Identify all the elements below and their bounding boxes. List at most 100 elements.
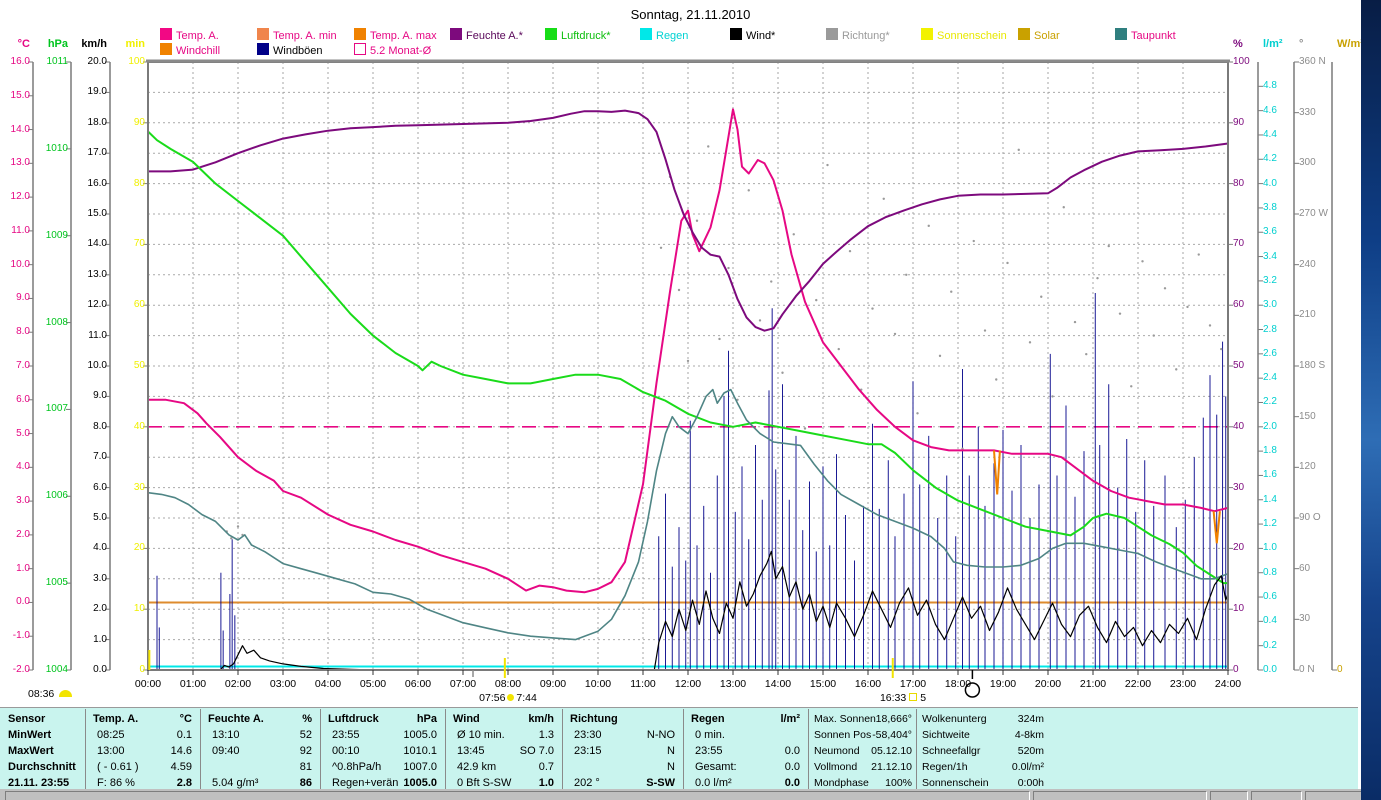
x-hour-label: 05:00 bbox=[359, 678, 387, 690]
sensor-summary-table: Sensor MinWert MaxWert Durchschnitt 21.11. 2… bbox=[0, 707, 1358, 790]
table-cell-value: 1.3 bbox=[538, 729, 554, 741]
legend-label: Feuchte A.* bbox=[466, 30, 523, 42]
day-length: 7:44 bbox=[516, 692, 537, 704]
axis-label-lm2: 3.6 bbox=[1263, 226, 1277, 238]
legend-label: Temp. A. bbox=[176, 30, 219, 42]
legend-swatch bbox=[826, 28, 838, 40]
axis-label-deg: 30 bbox=[1299, 613, 1311, 625]
x-hour-label: 03:00 bbox=[269, 678, 297, 690]
richtung-dot bbox=[1197, 253, 1200, 256]
richtung-dot bbox=[837, 347, 840, 351]
richtung-dot bbox=[770, 280, 773, 283]
moonset-annotation: 08:36 bbox=[28, 688, 73, 700]
table-divider bbox=[320, 709, 321, 789]
table-col-header: Regen bbox=[691, 713, 725, 725]
richtung-dot bbox=[1130, 385, 1133, 388]
axis-label-percent: 40 bbox=[1233, 420, 1245, 432]
table-info-value: 100% bbox=[885, 777, 912, 789]
table-info-value: 18,666° bbox=[875, 713, 912, 725]
table-col-header: Wind bbox=[453, 713, 480, 725]
legend-item-solar: Solar bbox=[1018, 28, 1060, 42]
legend-label: Temp. A. min bbox=[273, 30, 337, 42]
table-cell-value: 52 bbox=[299, 729, 312, 741]
table-col-header: Feuchte A. bbox=[208, 713, 264, 725]
table-cell-value: SO 7.0 bbox=[519, 745, 554, 757]
axis-unit-percent: % bbox=[1233, 38, 1243, 50]
richtung-dot bbox=[1220, 347, 1223, 351]
table-cell-value: N bbox=[667, 761, 675, 773]
legend-label: Temp. A. max bbox=[370, 30, 437, 42]
table-info-value: 05.12.10 bbox=[871, 745, 912, 757]
richtung-dot bbox=[781, 371, 784, 374]
legend-item-taupunkt: Taupunkt bbox=[1115, 28, 1176, 42]
richtung-dot bbox=[950, 290, 953, 293]
richtung-dot bbox=[718, 337, 721, 341]
axis-label-celsius: 6.0 bbox=[16, 393, 30, 405]
axis-label-kmh: 4.0 bbox=[93, 542, 107, 554]
axis-label-lm2: 2.6 bbox=[1263, 347, 1277, 359]
table-cell-time: 0 Bft S-SW bbox=[457, 777, 512, 789]
axis-label-kmh: 3.0 bbox=[93, 572, 107, 584]
x-hour-label: 23:00 bbox=[1169, 678, 1197, 690]
axis-label-percent: 100 bbox=[1233, 56, 1250, 67]
axis-label-kmh: 2.0 bbox=[93, 603, 107, 615]
axis-label-kmh: 18.0 bbox=[87, 116, 107, 128]
richtung-dot bbox=[1028, 341, 1032, 344]
table-cell-time: 13:10 bbox=[212, 729, 240, 741]
x-hour-label: 17:00 bbox=[899, 678, 927, 690]
legend-swatch bbox=[1115, 28, 1127, 40]
table-col-unit: °C bbox=[179, 713, 192, 725]
axis-label-deg: 300 bbox=[1299, 157, 1316, 169]
richtung-dot bbox=[938, 354, 942, 358]
axis-label-percent: 10 bbox=[1233, 603, 1245, 615]
table-info-value: 0.0l/m² bbox=[1011, 761, 1044, 773]
richtung-dot bbox=[826, 163, 829, 167]
richtung-dot bbox=[961, 447, 964, 450]
legend-label: Taupunkt bbox=[1131, 30, 1176, 42]
table-divider bbox=[683, 709, 684, 789]
legend-item-feuchte-a-: Feuchte A.* bbox=[450, 28, 523, 42]
axis-label-celsius: 10.0 bbox=[10, 258, 30, 270]
table-cell-time: Gesamt: bbox=[695, 761, 737, 773]
series-luftdruck bbox=[147, 130, 1229, 585]
axis-label-celsius: 13.0 bbox=[10, 157, 30, 169]
richtung-dot bbox=[686, 359, 690, 363]
axis-label-deg: 330 bbox=[1299, 106, 1316, 118]
richtung-dot bbox=[1006, 261, 1009, 265]
axis-label-deg: 360 N bbox=[1299, 56, 1326, 67]
axis-label-lm2: 2.2 bbox=[1263, 396, 1277, 408]
axis-label-kmh: 11.0 bbox=[88, 329, 107, 341]
axis-label-deg: 270 W bbox=[1299, 208, 1328, 219]
axis-label-lm2: 1.2 bbox=[1263, 518, 1277, 530]
richtung-dot bbox=[927, 224, 930, 228]
axis-label-celsius: 8.0 bbox=[16, 326, 30, 338]
table-cell-value: 1010.1 bbox=[403, 745, 437, 757]
series-temp-a- bbox=[147, 108, 1229, 594]
axis-label-percent: 80 bbox=[1233, 177, 1245, 189]
axis-label-min: 0 bbox=[139, 664, 145, 675]
table-info-label: Wolkenunterg bbox=[922, 713, 987, 725]
richtung-dot bbox=[803, 427, 807, 430]
axis-label-kmh: 0.0 bbox=[93, 664, 107, 675]
table-info-value: 21.12.10 bbox=[871, 761, 912, 773]
table-divider bbox=[562, 709, 563, 789]
richtung-dot bbox=[1096, 276, 1099, 280]
legend-label: 5.2 Monat-Ø bbox=[370, 45, 432, 57]
axis-label-min: 60 bbox=[133, 299, 145, 311]
table-cell-value: 1.0 bbox=[538, 777, 554, 789]
axis-label-deg: 240 bbox=[1299, 258, 1316, 270]
status-bar bbox=[0, 789, 1381, 800]
richtung-dot bbox=[1152, 334, 1155, 337]
richtung-dot bbox=[1186, 305, 1189, 309]
axis-label-kmh: 19.0 bbox=[87, 86, 107, 98]
x-hour-label: 15:00 bbox=[809, 678, 837, 690]
legend-swatch bbox=[257, 43, 269, 55]
table-cell-value: 4.59 bbox=[170, 761, 192, 773]
richtung-dot bbox=[871, 307, 874, 310]
axis-unit-wm2: W/m² bbox=[1337, 38, 1364, 50]
axis-label-hpa: 1008 bbox=[45, 316, 68, 328]
desktop-edge-strip bbox=[1361, 0, 1381, 800]
legend-label: Solar bbox=[1034, 30, 1060, 42]
legend-item-richtung-: Richtung* bbox=[826, 28, 890, 42]
table-cell-value: N bbox=[667, 745, 675, 757]
